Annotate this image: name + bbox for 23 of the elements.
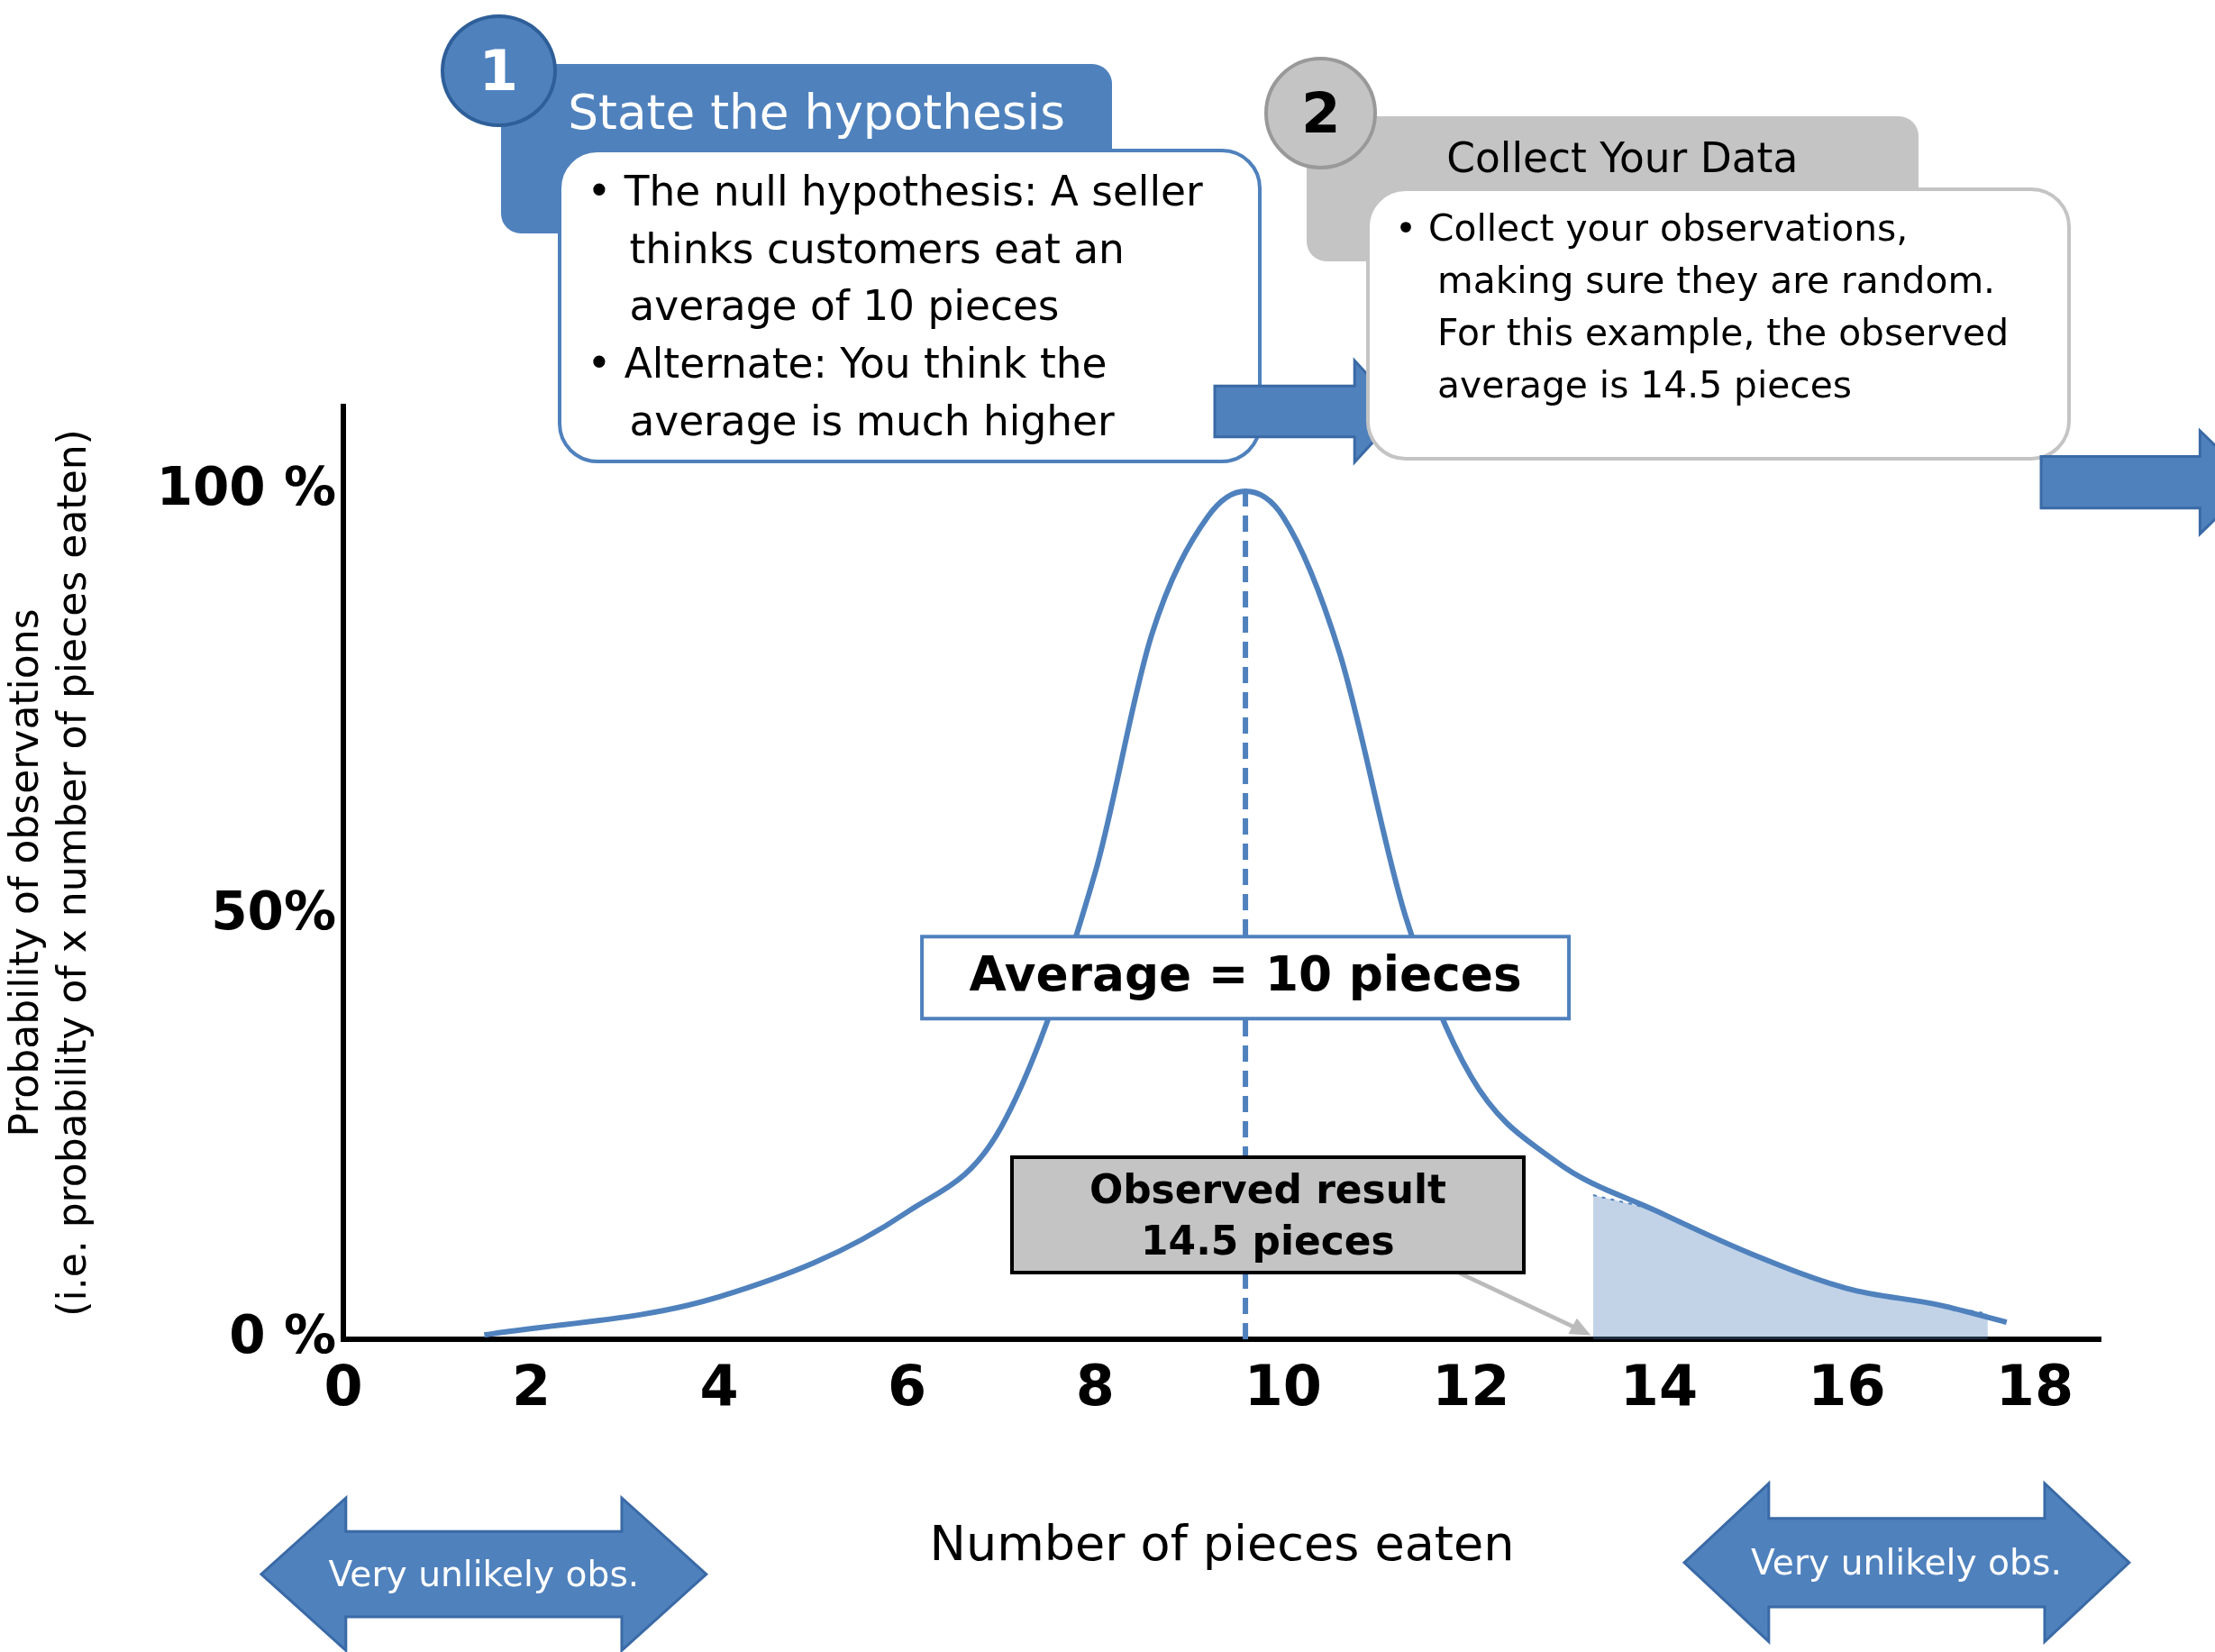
x-tick-label: 14 — [1619, 1353, 1699, 1419]
x-tick-label: 4 — [699, 1353, 739, 1419]
x-tick-label: 10 — [1244, 1353, 1322, 1419]
x-tick-label: 6 — [888, 1353, 927, 1419]
y-axis-title: Probability of observations (i.e. probability of x number of pieces eaten) — [0, 429, 95, 1317]
text: State the hypothesis — [568, 85, 1066, 143]
x-tick-label: 16 — [1808, 1353, 1886, 1419]
x-tick-label: 18 — [1995, 1353, 2074, 1419]
y-tick-label: 50% — [211, 880, 336, 942]
note-box: Observed result 14.5 pieces — [1009, 1155, 1526, 1274]
x-tick-label: 2 — [511, 1353, 551, 1419]
step-circle: 1 — [441, 14, 557, 128]
ref-line-label: Average = 10 pieces — [969, 945, 1522, 1002]
x-axis-title: Number of pieces eaten — [929, 1514, 1515, 1572]
annotation: • Collect your observations, making sure they are random. For this example, the observed average is 14.5 pieces — [1395, 205, 2010, 408]
x-tick-label: 12 — [1432, 1353, 1510, 1419]
text: Collect Your Data — [1446, 133, 1800, 184]
annotation: • Alternate: You think the average is much higher — [587, 339, 1116, 447]
callout-box: • The null hypothesis: A seller thinks customers eat an average of 10 pieces • Alternate: You think the average is much higher — [558, 148, 1262, 464]
y-tick-label: 100 % — [156, 456, 336, 518]
callout-box: • Collect your observations, making sure they are random. For this example, the observed average is 14.5 pieces — [1365, 187, 2072, 461]
step-circle: 2 — [1264, 56, 1378, 170]
x-tick-label: 8 — [1075, 1353, 1115, 1419]
